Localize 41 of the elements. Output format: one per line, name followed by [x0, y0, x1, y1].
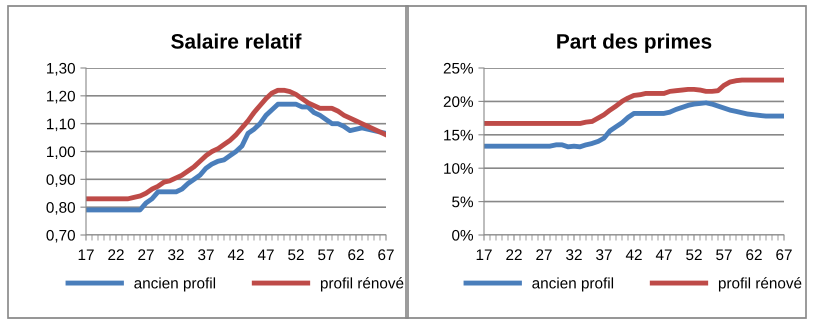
y-tick-label: 0,70 [46, 230, 75, 242]
x-tick-label: 37 [198, 249, 214, 260]
x-tick-label: 57 [318, 249, 334, 260]
x-tick-label: 67 [378, 249, 394, 260]
x-tick-label: 27 [138, 249, 154, 260]
x-tick-label: 37 [596, 249, 612, 260]
x-tick-label: 62 [746, 249, 762, 260]
x-tick-label: 47 [656, 249, 672, 260]
x-tick-label: 62 [348, 249, 364, 260]
y-tick-label: 0,90 [46, 174, 75, 187]
x-tick-label: 42 [626, 249, 642, 260]
y-tick-label: 1,00 [47, 146, 75, 159]
y-tick-label: 1,30 [47, 62, 75, 76]
legend-label: ancien profil [134, 277, 216, 292]
x-tick-label: 57 [716, 249, 732, 260]
x-tick-label: 47 [258, 249, 274, 260]
x-tick-label: 67 [776, 249, 792, 260]
x-tick-label: 42 [228, 249, 244, 260]
x-tick-label: 52 [288, 249, 304, 260]
y-tick-label: 1,10 [47, 118, 75, 132]
legend-label: profil rénové [718, 277, 802, 292]
y-tick-label: 20% [444, 96, 474, 108]
y-tick-label: 0% [452, 230, 474, 241]
y-tick-label: 10% [444, 163, 474, 174]
chart-title: Salaire relatif [171, 33, 302, 49]
legend-label: profil rénové [320, 277, 404, 292]
legend-label: ancien profil [532, 277, 614, 292]
x-tick-label: 27 [536, 249, 552, 260]
x-tick-label: 22 [506, 249, 522, 260]
x-tick-label: 52 [686, 249, 702, 260]
y-tick-label: 15% [444, 130, 474, 140]
x-tick-label: 22 [108, 249, 124, 260]
y-tick-label: 25% [444, 62, 474, 74]
chart-title: Part des primes [557, 33, 712, 53]
y-tick-label: 1,20 [47, 90, 75, 104]
y-tick-label: 0,80 [46, 202, 75, 215]
x-tick-label: 32 [168, 249, 184, 260]
x-tick-label: 17 [476, 249, 492, 260]
y-tick-label: 5% [452, 196, 474, 208]
x-tick-label: 32 [566, 249, 582, 260]
x-tick-label: 17 [78, 249, 94, 260]
